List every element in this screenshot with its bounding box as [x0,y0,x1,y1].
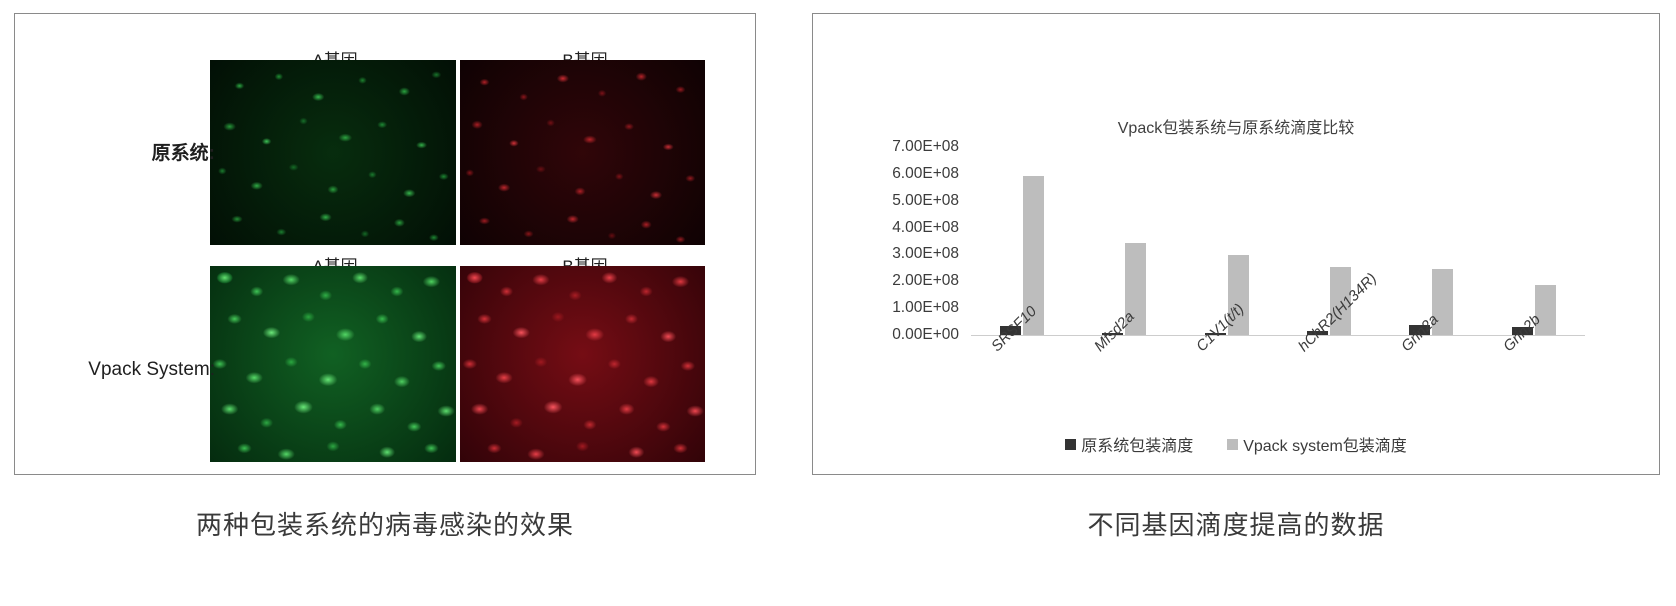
micrograph-vpack-gene-b [460,266,705,462]
bar-original-system[interactable] [1204,333,1226,335]
y-axis-tick: 7.00E+08 [892,138,959,155]
fluorescence-field-red [460,266,705,462]
caption-left-panel: 两种包装系统的病毒感染的效果 [195,510,574,540]
bar-group [1380,147,1482,335]
y-axis-tick: 1.00E+08 [892,299,959,317]
chart-legend: 原系统包装滴度 Vpack system包装滴度 [813,432,1659,456]
bar-group [1073,147,1175,335]
bar-vpack-system[interactable] [1534,285,1556,335]
chart-panel: Vpack包装系统与原系统滴度比较 7.00E+08 6.00E+08 5.00E+… [812,13,1660,475]
bar-group [1483,147,1585,335]
bar-vpack-system[interactable] [1432,269,1454,335]
microscopy-panel: A基因 B基因 原系统: A基因 B基因 Vpack System: [14,13,756,475]
chart-title: Vpack包装系统与原系统滴度比较 [1117,120,1355,137]
fluorescence-field-red [460,60,705,245]
y-axis-tick: 3.00E+08 [892,245,959,263]
bar-original-system[interactable] [1409,325,1431,335]
legend-entry[interactable]: 原系统包装滴度 [1065,432,1193,456]
legend-entry[interactable]: Vpack system包装滴度 [1227,432,1407,456]
micrograph-original-gene-b [460,60,705,245]
micrograph-grid: A基因 B基因 原系统: A基因 B基因 Vpack System: [15,14,755,474]
fluorescence-field-green [210,60,456,245]
bar-group [1176,147,1278,335]
micrograph-vpack-gene-a [210,266,456,462]
y-axis: 7.00E+08 6.00E+08 5.00E+08 4.00E+08 3.00E+08… [883,138,965,343]
y-axis-tick: 4.00E+08 [892,218,959,236]
y-axis-tick: 2.00E+08 [892,272,959,290]
bar-original-system[interactable] [1511,327,1533,335]
caption-right-panel: 不同基因滴度提高的数据 [1087,510,1385,540]
bar-original-system[interactable] [1000,325,1022,335]
bar-group [1278,147,1380,335]
legend-label: Vpack system包装滴度 [1243,438,1407,455]
bar-vpack-system[interactable] [1125,242,1147,335]
y-axis-tick: 0.00E+00 [892,326,959,343]
bar-vpack-system[interactable] [1227,255,1249,335]
bar-vpack-system[interactable] [1023,176,1045,335]
legend-label: 原系统包装滴度 [1081,438,1194,455]
bar-vpack-system[interactable] [1330,266,1352,335]
y-axis-tick: 5.00E+08 [892,191,959,209]
row-label-vpack-system: Vpack System: [88,359,215,380]
chart-plot-wrapper: 7.00E+08 6.00E+08 5.00E+08 4.00E+08 3.00E+08… [883,138,1603,372]
fluorescence-field-green [210,266,456,462]
bar-original-system[interactable] [1102,333,1124,335]
micrograph-original-gene-a [210,60,456,245]
x-axis: SRSF10 Mfsd2a C1V1(t/t) hChR2(H134R) Grin2a G… [971,270,1585,437]
legend-swatch-icon [1227,438,1239,450]
plot-area [971,147,1585,336]
row-label-original-system: 原系统: [151,143,215,164]
legend-swatch-icon [1065,438,1077,450]
bar-group [971,147,1073,335]
y-axis-tick: 6.00E+08 [892,164,959,182]
bar-original-system[interactable] [1307,330,1329,335]
